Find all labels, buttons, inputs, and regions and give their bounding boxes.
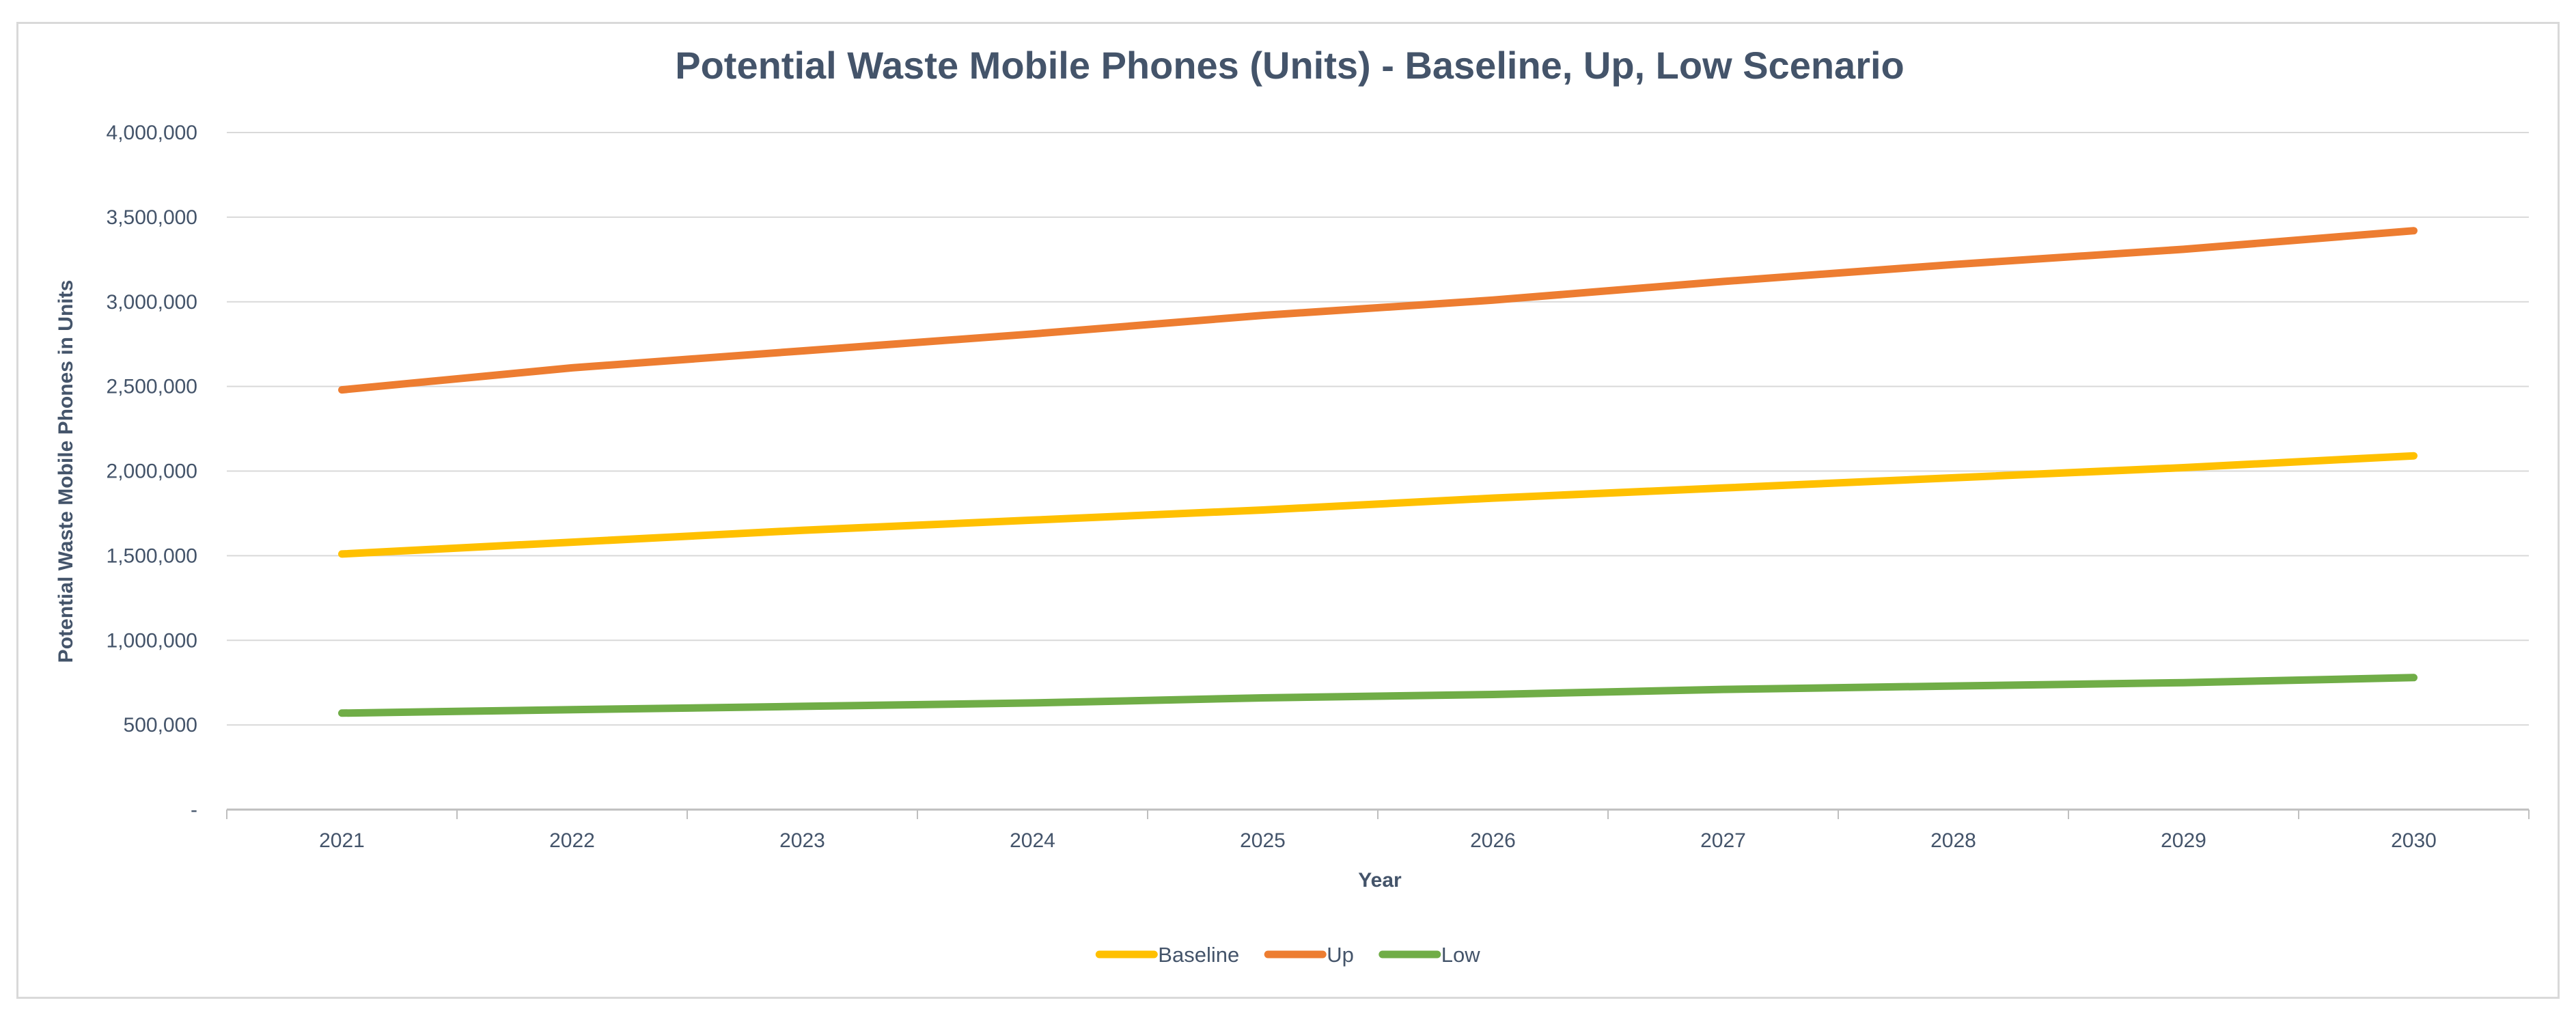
x-tick-label: 2024 [1010, 829, 1055, 852]
x-tick-labels: 2021 2022 2023 2024 2025 2026 2027 2028 2029 2030 [319, 829, 2437, 852]
legend: Baseline Up Low [1095, 943, 1480, 967]
x-tick-label: 2028 [1930, 829, 1976, 852]
y-tick-label: 1,500,000 [107, 545, 197, 567]
series-line-low [338, 674, 2418, 717]
x-tick-label: 2030 [2391, 829, 2437, 852]
y-tick-labels: - 500,000 1,000,000 1,500,000 2,000,000 2,500… [107, 122, 197, 821]
series-line-up [338, 227, 2418, 394]
legend-item-baseline: Baseline [1095, 943, 1239, 967]
legend-label: Low [1441, 943, 1480, 967]
x-tick-label: 2026 [1470, 829, 1516, 852]
legend-label: Up [1327, 943, 1354, 967]
axis-layer [226, 808, 2530, 819]
y-tick-label: 1,000,000 [107, 629, 197, 652]
x-tick-label: 2027 [1700, 829, 1746, 852]
y-tick-label: 4,000,000 [107, 122, 197, 144]
x-tick-label: 2023 [779, 829, 825, 852]
chart-svg: Potential Waste Mobile Phones (Units) - … [55, 44, 2530, 967]
x-tick-label: 2025 [1240, 829, 1286, 852]
x-tick-label: 2021 [319, 829, 365, 852]
y-tick-label: 3,500,000 [107, 206, 197, 229]
legend-label: Baseline [1158, 943, 1239, 967]
chart-frame: Potential Waste Mobile Phones (Units) - … [16, 22, 2560, 999]
x-tick-label: 2022 [549, 829, 595, 852]
series-layer [338, 227, 2418, 717]
legend-item-up: Up [1264, 943, 1354, 967]
y-axis-title: Potential Waste Mobile Phones in Units [55, 280, 77, 663]
chart-title: Potential Waste Mobile Phones (Units) - … [675, 44, 1905, 87]
series-line-baseline [338, 452, 2418, 558]
y-tick-label: 500,000 [124, 714, 197, 736]
y-tick-label: - [191, 799, 197, 821]
x-axis-title: Year [1358, 869, 1402, 892]
x-tick-label: 2029 [2161, 829, 2206, 852]
y-tick-label: 2,500,000 [107, 376, 197, 398]
grid-layer [227, 132, 2529, 726]
y-tick-label: 2,000,000 [107, 460, 197, 483]
y-tick-label: 3,000,000 [107, 291, 197, 314]
legend-item-low: Low [1379, 943, 1480, 967]
